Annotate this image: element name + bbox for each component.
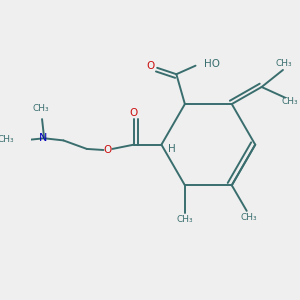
Text: H: H xyxy=(168,144,176,154)
Text: CH₃: CH₃ xyxy=(33,104,49,113)
Text: HO: HO xyxy=(204,58,220,68)
Text: O: O xyxy=(103,145,111,155)
Text: CH₃: CH₃ xyxy=(0,135,14,144)
Text: CH₃: CH₃ xyxy=(177,215,193,224)
Text: O: O xyxy=(130,108,138,118)
Text: CH₃: CH₃ xyxy=(281,98,298,106)
Text: N: N xyxy=(39,133,47,142)
Text: CH₃: CH₃ xyxy=(241,213,257,222)
Text: CH₃: CH₃ xyxy=(276,59,292,68)
Text: O: O xyxy=(147,61,155,71)
